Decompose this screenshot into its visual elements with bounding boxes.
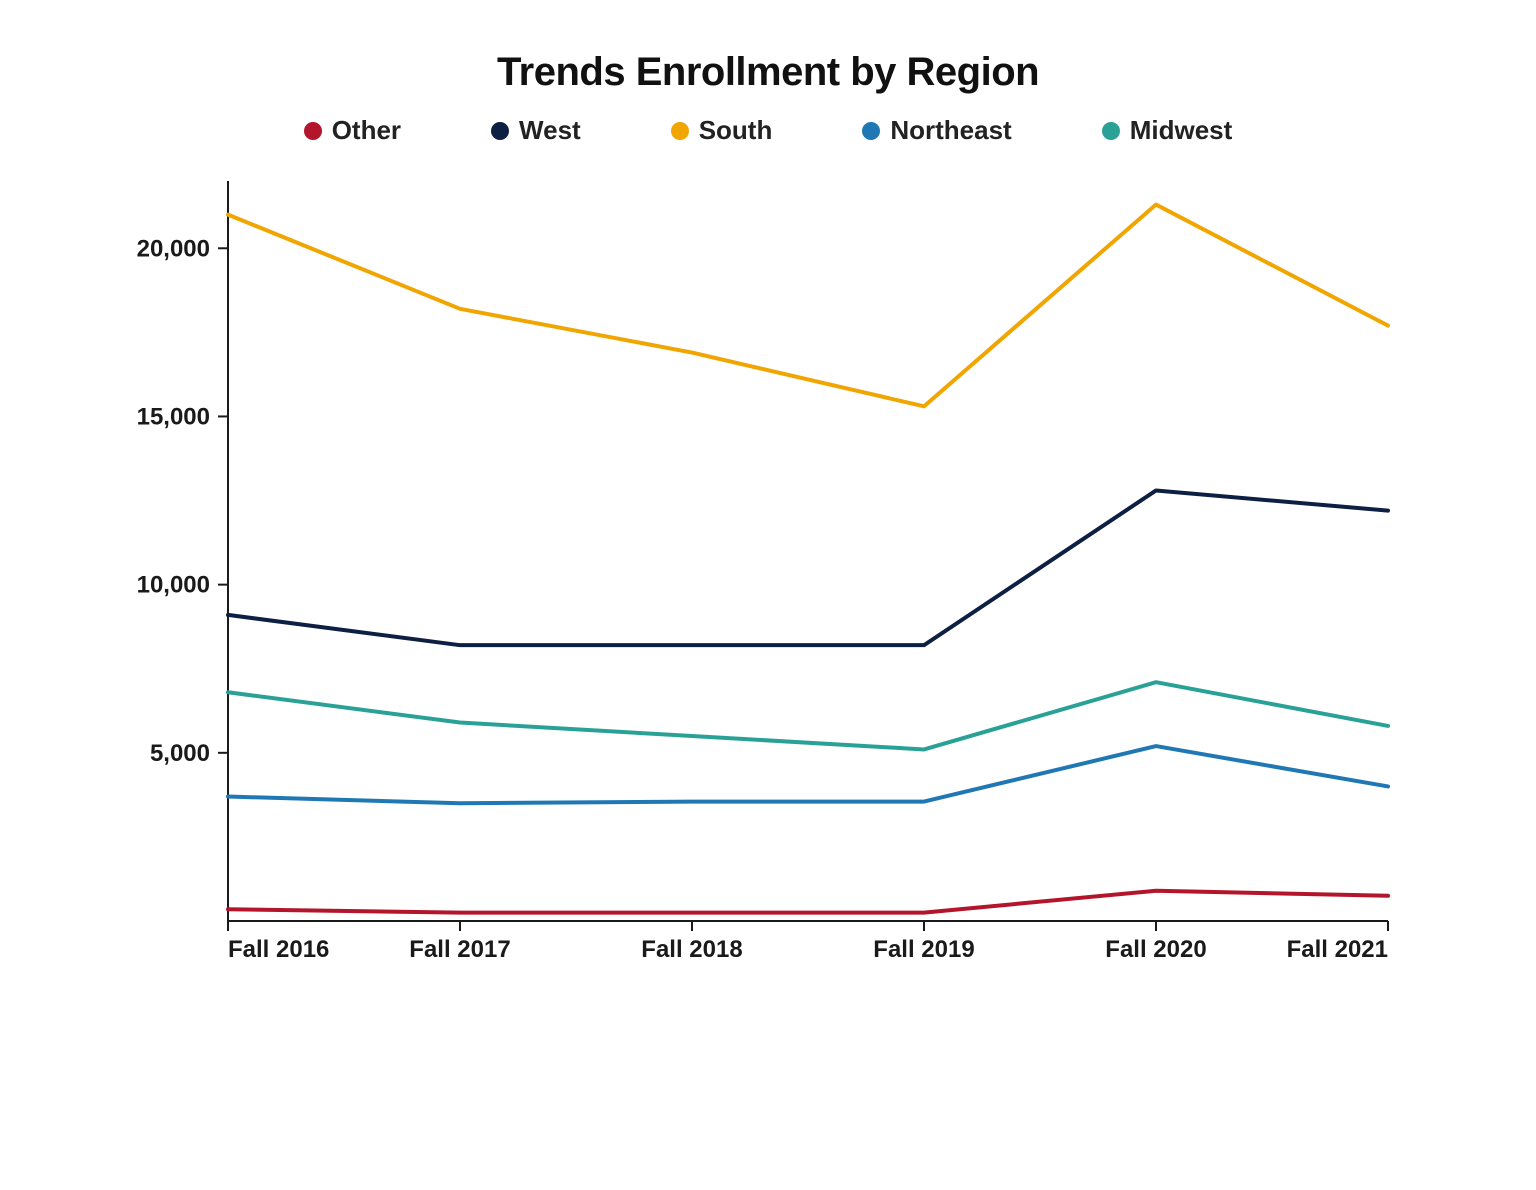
legend-dot-icon <box>1102 122 1120 140</box>
series-south <box>228 205 1388 407</box>
chart-title: Trends Enrollment by Region <box>128 50 1408 95</box>
x-tick-label: Fall 2020 <box>1105 936 1206 963</box>
series-northeast <box>228 746 1388 803</box>
legend-item-other: Other <box>304 115 401 146</box>
legend-label: West <box>519 115 581 146</box>
y-tick-label: 10,000 <box>137 572 210 599</box>
chart-svg: 5,000 10,000 15,000 20,000 Fall 2016 Fall 201… <box>128 171 1408 971</box>
y-tick-label: 15,000 <box>137 403 210 430</box>
y-tick-label: 5,000 <box>150 740 210 767</box>
legend-label: South <box>699 115 773 146</box>
plot-area: 5,000 10,000 15,000 20,000 Fall 2016 Fall 201… <box>128 171 1408 971</box>
series-other <box>228 891 1388 913</box>
legend-item-west: West <box>491 115 581 146</box>
legend-label: Other <box>332 115 401 146</box>
legend-dot-icon <box>862 122 880 140</box>
legend-dot-icon <box>304 122 322 140</box>
x-tick-label: Fall 2017 <box>409 936 510 963</box>
series-midwest <box>228 682 1388 749</box>
legend-item-northeast: Northeast <box>862 115 1011 146</box>
x-tick-label: Fall 2018 <box>641 936 742 963</box>
x-tick-label: Fall 2021 <box>1287 936 1388 963</box>
legend-label: Midwest <box>1130 115 1233 146</box>
x-tick-label: Fall 2019 <box>873 936 974 963</box>
legend-dot-icon <box>491 122 509 140</box>
y-tick-label: 20,000 <box>137 235 210 262</box>
series-west <box>228 490 1388 645</box>
legend-label: Northeast <box>890 115 1011 146</box>
legend-item-midwest: Midwest <box>1102 115 1233 146</box>
legend: Other West South Northeast Midwest <box>128 115 1408 146</box>
legend-dot-icon <box>671 122 689 140</box>
legend-item-south: South <box>671 115 773 146</box>
enrollment-chart: Trends Enrollment by Region Other West Sou… <box>128 50 1408 1000</box>
x-tick-label: Fall 2016 <box>228 936 329 963</box>
